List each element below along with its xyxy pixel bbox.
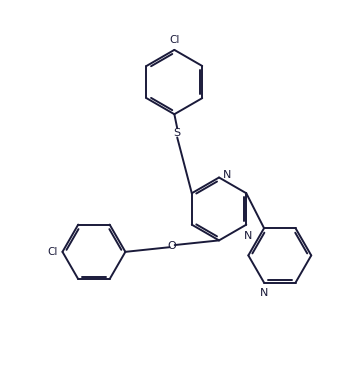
Text: N: N [223,170,232,180]
Text: N: N [244,231,252,241]
Text: Cl: Cl [169,34,180,45]
Text: N: N [260,288,268,298]
Text: O: O [168,241,176,251]
Text: Cl: Cl [48,247,58,257]
Text: S: S [174,128,181,138]
